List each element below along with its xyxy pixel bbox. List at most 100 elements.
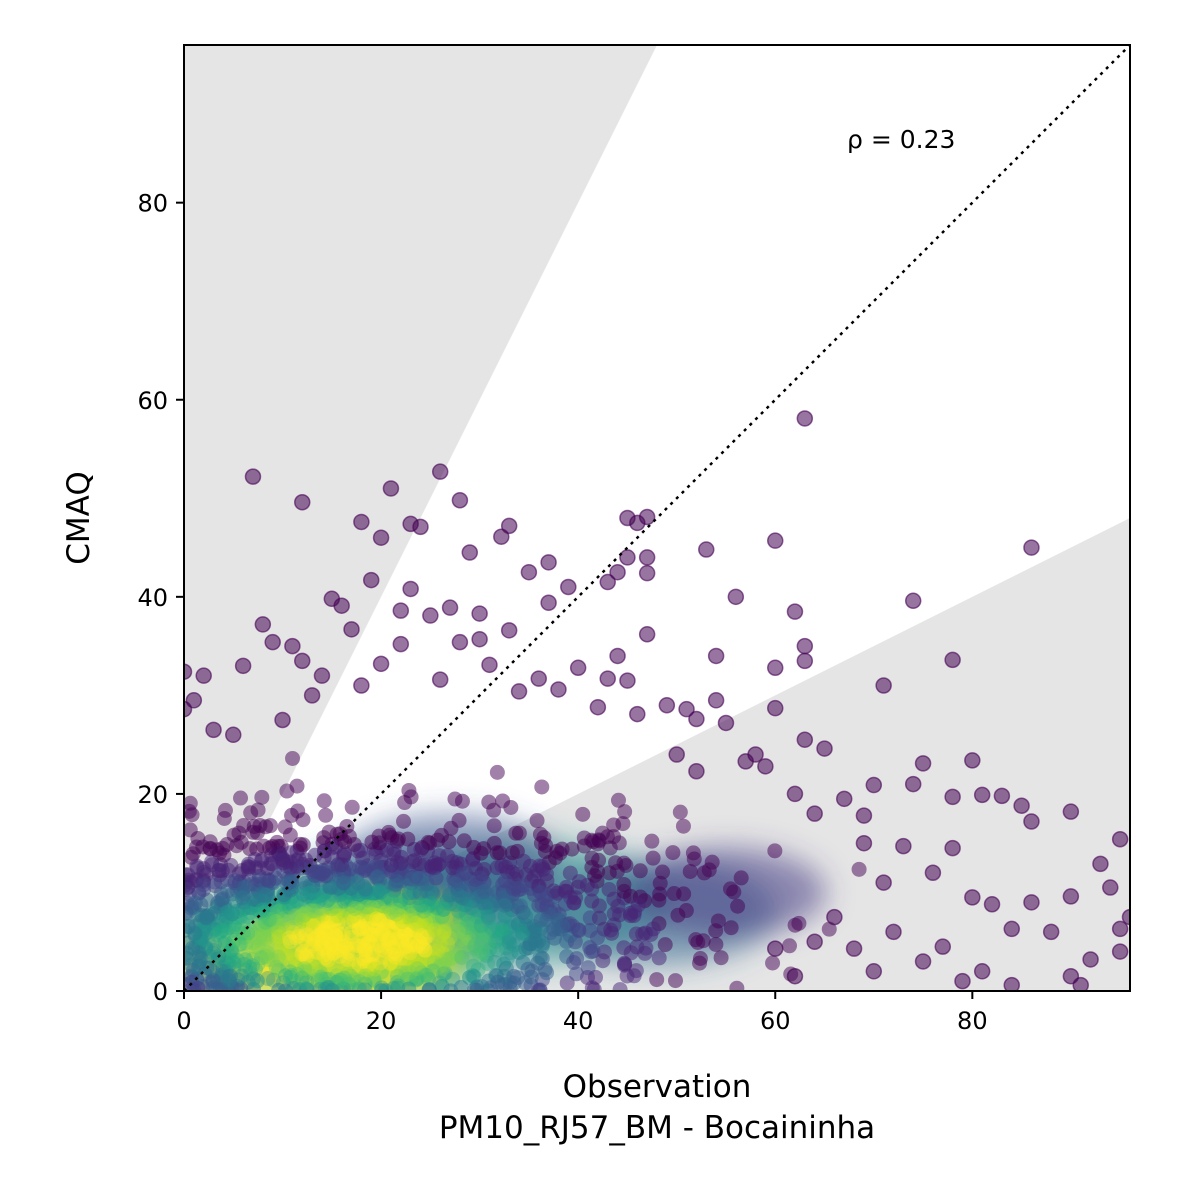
outlier-point [195, 667, 212, 684]
x-axis: 0 20 40 60 80 [176, 991, 988, 1035]
scatter-point [252, 932, 268, 948]
scatter-point [599, 829, 615, 845]
scatter-point [337, 963, 353, 979]
scatter-point [401, 782, 417, 798]
scatter-point [418, 914, 434, 930]
scatter-point [318, 923, 334, 939]
scatter-point [328, 908, 344, 924]
scatter-point [448, 945, 464, 961]
scatter-point [518, 909, 534, 925]
scatter-point [381, 930, 397, 946]
outlier-point [904, 592, 922, 610]
scatter-point [362, 967, 378, 983]
scatter-point [616, 876, 632, 892]
scatter-point [401, 954, 417, 970]
scatter-point [377, 915, 393, 931]
scatter-point [325, 936, 341, 952]
scatter-point [269, 920, 285, 936]
scatter-point [306, 931, 322, 947]
scatter-point [313, 924, 329, 940]
scatter-point [354, 913, 370, 929]
scatter-points [184, 410, 1130, 991]
outlier-point [402, 580, 419, 598]
scatter-point [326, 945, 342, 961]
scatter-point [401, 885, 417, 901]
scatter-point [365, 907, 381, 923]
outlier-point [865, 963, 883, 980]
scatter-point [356, 951, 372, 967]
scatter-point [340, 976, 356, 991]
scatter-point [302, 916, 318, 932]
outlier-point [688, 710, 705, 728]
outlier-point [599, 573, 616, 591]
scatter-point [364, 900, 380, 916]
scatter-point [451, 903, 467, 919]
outlier-point [767, 699, 784, 717]
outlier-point [973, 963, 991, 980]
scatter-point [473, 918, 489, 934]
scatter-point [335, 926, 351, 942]
scatter-point [457, 926, 473, 942]
scatter-point [364, 834, 380, 850]
outlier-point [284, 637, 301, 655]
scatter-point [299, 982, 315, 991]
scatter-point [263, 919, 279, 935]
scatter-point [378, 905, 394, 921]
scatter-point [430, 943, 446, 959]
scatter-point [851, 861, 867, 877]
scatter-point [383, 857, 399, 873]
scatter-point [330, 915, 346, 931]
scatter-point [426, 911, 442, 927]
scatter-point [352, 938, 368, 954]
scatter-point [336, 893, 352, 909]
outlier-point [500, 517, 518, 535]
scatter-point [410, 938, 426, 954]
scatter-point [398, 965, 414, 981]
outlier-point [707, 692, 725, 709]
scatter-point [240, 925, 256, 941]
scatter-point [218, 923, 234, 939]
scatter-point [473, 923, 489, 939]
scatter-point [389, 902, 405, 918]
outlier-point [589, 698, 607, 716]
outlier-point [688, 763, 705, 780]
scatter-point [617, 804, 633, 820]
scatter-point [325, 930, 341, 946]
scatter-point [254, 918, 270, 934]
scatter-point [410, 917, 426, 933]
outlier-point [451, 633, 469, 651]
scatter-point [418, 906, 434, 922]
outlier-point [451, 492, 469, 509]
scatter-point [314, 932, 330, 948]
scatter-point [245, 934, 261, 950]
scatter-point [315, 939, 331, 955]
outlier-point [372, 655, 390, 673]
scatter-point [294, 970, 310, 986]
scatter-point [329, 859, 345, 875]
scatter-point [726, 884, 742, 900]
outlier-point [422, 607, 439, 624]
scatter-point [436, 924, 452, 940]
scatter-point [207, 921, 223, 937]
scatter-point [453, 911, 469, 927]
scatter-point [444, 950, 460, 966]
scatter-point [402, 965, 418, 981]
scatter-point [321, 914, 337, 930]
scatter-point [297, 963, 313, 979]
scatter-point [184, 879, 196, 895]
scatter-point [334, 937, 350, 953]
scatter-point [710, 913, 726, 929]
scatter-point [423, 907, 439, 923]
scatter-point [269, 920, 285, 936]
scatter-point [385, 939, 401, 955]
scatter-point [374, 926, 390, 942]
scatter-point [339, 941, 355, 957]
scatter-point [217, 935, 233, 951]
scatter-point [675, 818, 691, 834]
scatter-point [259, 860, 275, 876]
scatter-point [390, 968, 406, 984]
scatter-point [484, 920, 500, 936]
scatter-point [339, 974, 355, 990]
scatter-point [386, 980, 402, 991]
scatter-point [318, 940, 334, 956]
